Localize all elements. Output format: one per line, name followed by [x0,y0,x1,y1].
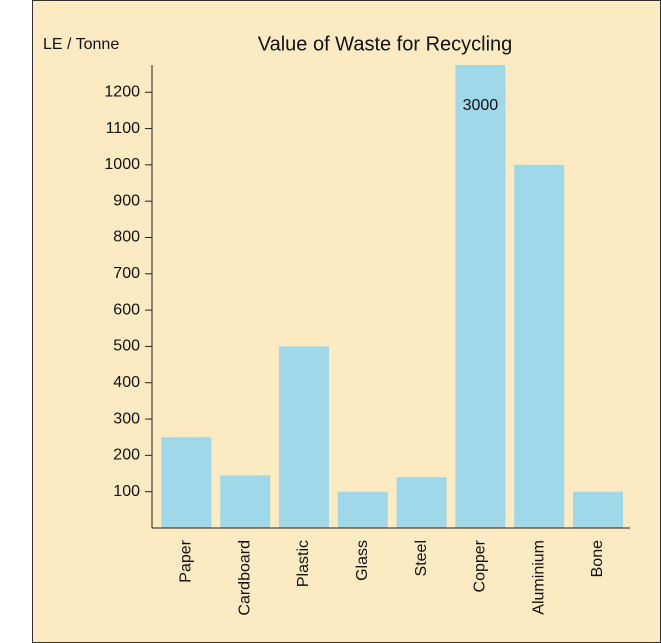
y-tick-label: 300 [113,410,140,427]
y-tick-label: 500 [113,338,140,355]
bar [514,164,565,528]
bar [161,437,212,528]
y-tick-label: 1100 [106,120,141,137]
bar [455,65,506,528]
x-tick-label: Cardboard [236,540,253,616]
y-tick-label: 1200 [104,83,140,100]
y-tick-label: 100 [113,483,140,500]
x-tick-label: Steel [413,540,430,576]
y-tick-label: 200 [113,447,140,464]
y-tick-label: 700 [113,265,140,282]
y-tick-label: 900 [113,192,140,209]
chart-title: Value of Waste for Recycling [258,33,513,55]
x-tick-label: Glass [354,540,371,581]
x-tick-label: Bone [589,540,606,577]
bar [279,346,329,528]
x-tick-label: Copper [472,539,489,592]
y-tick-label: 800 [113,229,140,246]
y-tick-label: 400 [113,374,140,391]
bar [337,491,388,528]
bar [396,477,447,528]
bars [161,65,623,528]
y-axis-label: LE / Tonne [43,36,119,53]
data-label: 3000 [463,97,499,114]
x-tick-label: Paper [178,539,195,582]
bar [220,475,271,528]
x-tick-label: Aluminium [530,540,547,615]
bar [573,491,623,528]
y-tick-label: 1000 [104,156,140,173]
y-tick-label: 600 [113,301,140,318]
x-tick-label: Plastic [295,540,312,587]
